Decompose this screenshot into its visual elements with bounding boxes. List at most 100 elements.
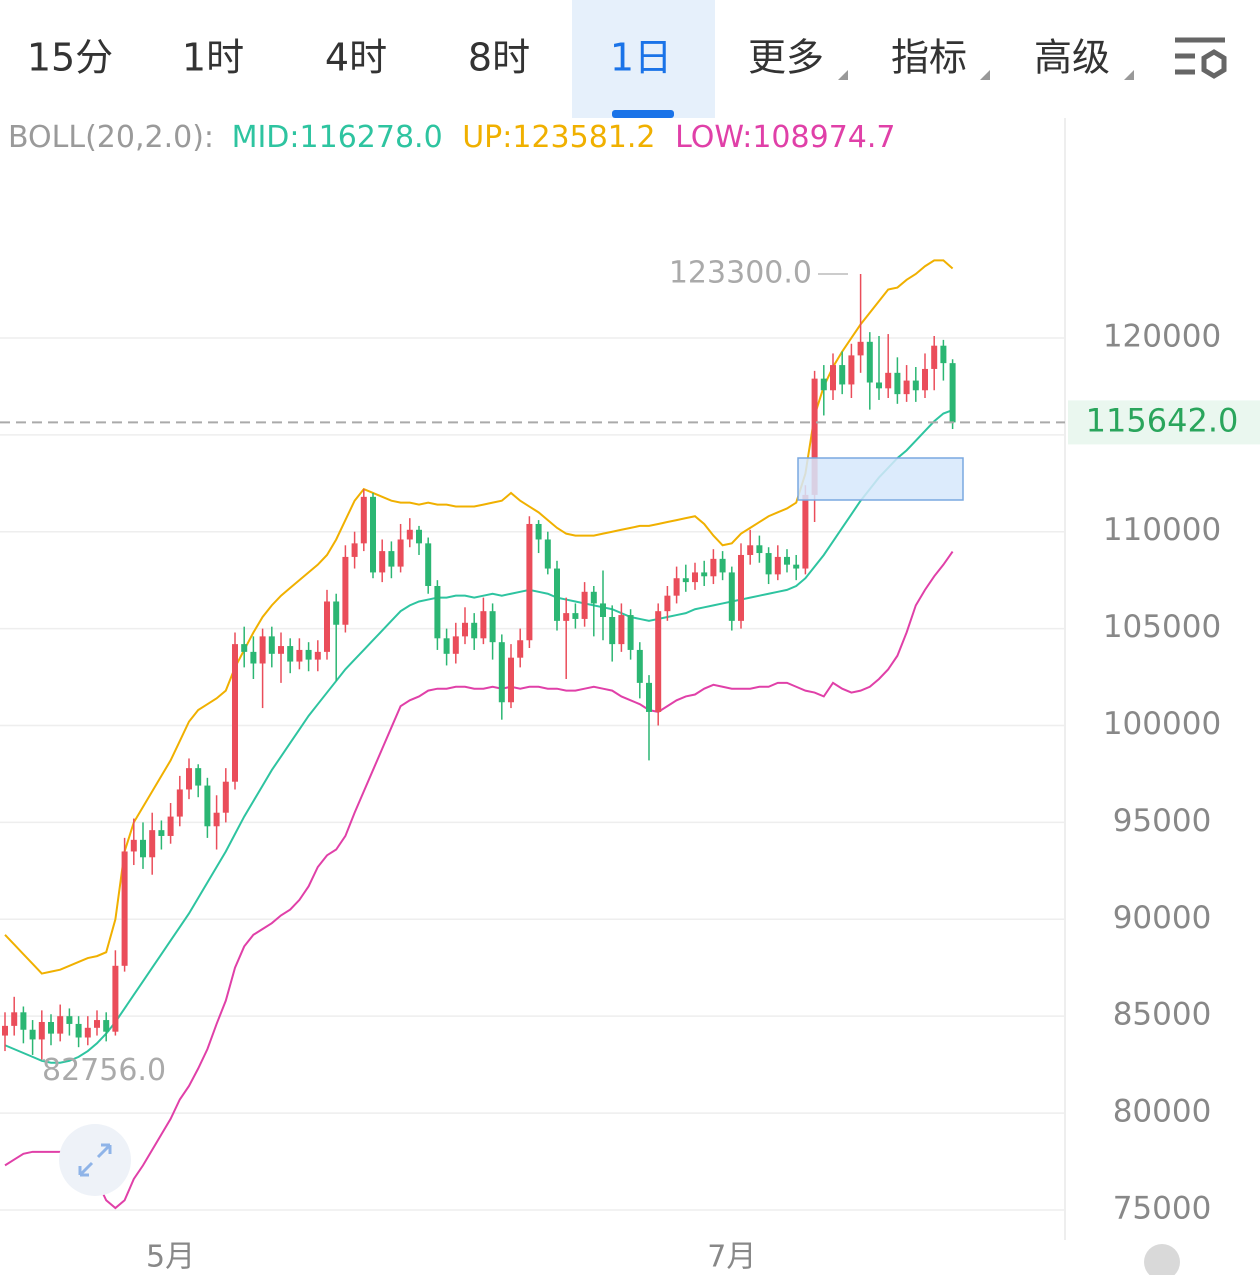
candle-body [517,640,524,658]
candle-body [710,558,717,577]
candle-body [692,572,698,583]
high-label: 123300.0 [669,255,812,290]
candle-body [351,543,358,557]
candle-body [535,523,542,540]
candle-body [646,682,652,712]
tab[interactable]: 4时 [325,36,387,80]
candle-body [379,551,386,573]
expand-button[interactable] [59,1124,131,1196]
candle-body [222,781,229,813]
candle-body [802,494,809,569]
candle-body [121,851,128,966]
selection-box [797,457,964,501]
candle-body [462,622,468,637]
candle-body [774,556,781,575]
candle-body [370,496,376,573]
expand-icon [78,1143,112,1177]
candle-body [830,365,836,391]
indicator-header: BOLL(20,2.0): MID:116278.0 UP:123581.2 L… [8,120,896,155]
indicator-name: BOLL(20,2.0): [8,120,214,155]
candle-body [434,585,441,639]
candle-body [627,615,634,650]
candle-body [673,578,680,596]
candle-body [11,1012,18,1026]
band-line [4,551,954,1210]
indicator-up: UP:123581.2 [462,120,655,155]
candle-body [232,644,238,782]
candle-body [324,601,330,652]
current-price-label: 115642.0 [1086,401,1239,439]
candle-body [480,611,487,639]
band-line [4,409,953,1064]
x-tick-label: 7月 [707,1240,756,1275]
tab[interactable]: 更多 [748,36,824,80]
active-tab-bg [572,0,715,118]
plot [0,259,1065,1211]
y-tick-label: 120000 [1103,318,1221,354]
candle-body [342,556,349,625]
candle-body [75,1023,82,1038]
candle-body [857,341,864,356]
candle-body [544,539,551,569]
candle-body [922,368,928,391]
tab[interactable]: 15分 [27,36,113,80]
candle-body [388,551,395,567]
candle-body [158,830,165,836]
candle-body [305,649,312,660]
indicator-low: LOW:108974.7 [675,120,895,155]
candle-body [287,646,294,662]
y-tick-label: 80000 [1113,1094,1212,1130]
candle-body [149,830,156,858]
candle-body [581,591,588,619]
candle-body [112,965,119,1032]
candle-body [278,646,284,654]
candle-body [811,378,818,495]
candle-body [48,1021,54,1034]
candle-body [204,785,211,827]
candle-body [728,572,735,621]
tab[interactable]: 1时 [182,36,244,80]
candle-body [912,380,919,391]
candle-body [195,768,202,786]
candle-body [636,649,643,683]
overlay: 75000 80000 85000 90000 95000 100000 105000 110… [0,255,1260,1275]
candle-body [57,1016,64,1034]
corner-button[interactable] [1144,1244,1180,1275]
y-tick-label: 95000 [1113,803,1212,839]
candle-body [508,657,514,703]
y-tick-label: 90000 [1113,900,1212,936]
candle-body [130,839,137,852]
candle-body [793,564,800,569]
candle-body [701,572,708,577]
candle-body [20,1012,27,1030]
tab[interactable]: 高级 [1034,36,1110,80]
current-price-box [1068,400,1260,445]
candle-body [314,651,321,660]
y-tick-label: 100000 [1103,706,1221,742]
y-tick-label: 105000 [1103,609,1221,645]
candle-body [29,1029,36,1040]
candle-body [498,642,505,703]
candle-body [176,789,183,817]
candle-body [443,638,450,654]
candle-body [931,345,938,369]
candle-body [738,554,744,621]
candle-body [682,578,689,583]
candle-body [949,363,956,423]
candle-body [94,1020,100,1028]
candle-body [940,345,947,364]
candle-body [885,372,892,389]
settings-icon[interactable] [1175,37,1227,79]
candle-body [765,553,772,575]
candle-body [333,601,340,625]
tab[interactable]: 1日 [610,36,672,80]
candle-body [820,378,827,391]
tab[interactable]: 指标 [891,36,967,80]
candle-body [360,496,367,544]
candle-body [140,839,146,858]
candle-body [397,539,404,567]
tab[interactable]: 8时 [468,36,530,80]
dropdown-arrows [838,70,1134,80]
candle-body [241,644,248,652]
